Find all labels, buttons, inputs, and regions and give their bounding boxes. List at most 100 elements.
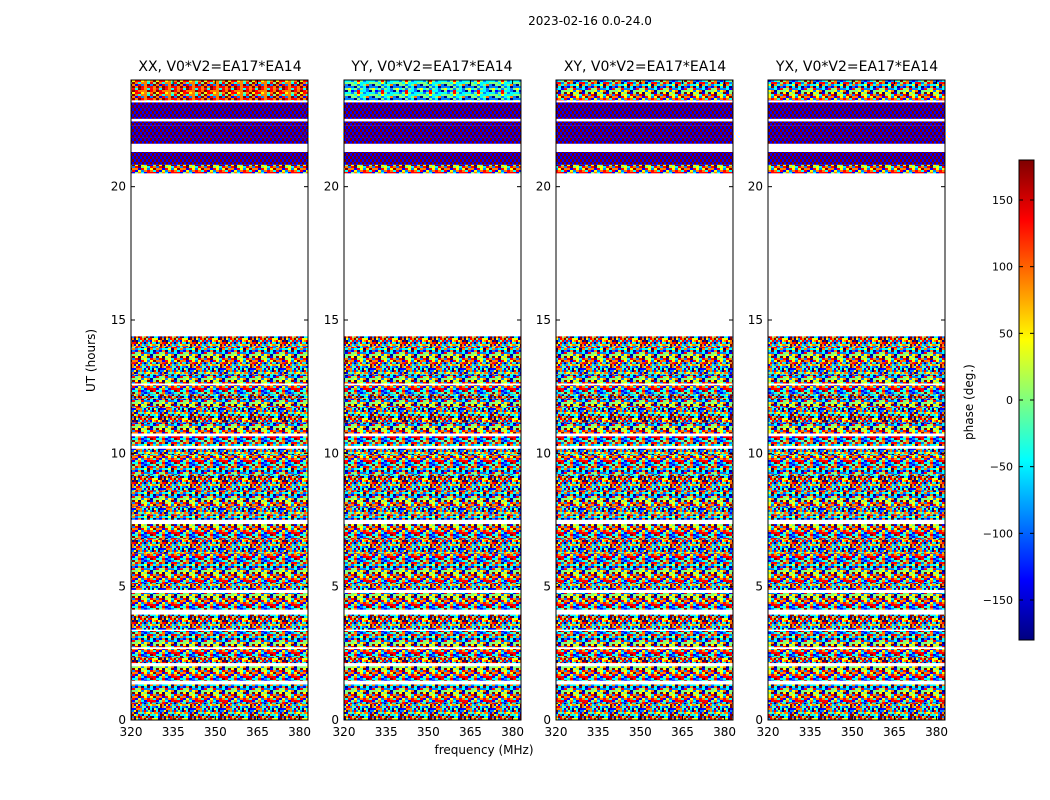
x-tick-label: 335 [162,725,185,739]
heatmap-band [344,502,521,507]
heatmap-band [556,336,733,347]
heatmap-band [344,592,521,603]
panel-title-xx: XX, V0*V2=EA17*EA14 [138,59,302,75]
heatmap-band [556,602,733,610]
heatmap-band [131,394,308,399]
axes-frame [555,79,734,721]
heatmap-band [768,602,945,610]
heatmap-band [131,582,308,590]
heatmap-band [556,407,733,423]
heatmap-band [556,422,733,434]
heatmap-band [131,649,308,658]
heatmap-band [131,88,308,101]
heatmap-band [131,490,308,503]
y-tick-label: 10 [536,446,551,460]
heatmap-band [768,490,945,503]
x-tick-label: 350 [417,725,440,739]
heatmap-band [344,631,521,648]
heatmap-band [344,346,521,352]
x-tick-label: 365 [671,725,694,739]
heatmap-band [556,553,733,569]
heatmap-band [344,436,521,446]
x-tick-label: 380 [925,725,948,739]
x-tick-label: 320 [120,725,143,739]
heatmap-band [344,407,521,423]
heatmap-band [768,524,945,540]
y-tick-label: 10 [324,446,339,460]
heatmap-band [556,398,733,403]
heatmap-band [556,402,733,408]
heatmap-band [556,490,733,503]
heatmap-band [768,398,945,403]
heatmap-band [768,336,945,347]
heatmap-band [344,506,521,515]
heatmap-band [556,164,733,174]
heatmap-band [556,524,733,540]
heatmap-band [344,121,521,126]
heatmap-band [768,402,945,408]
heatmap-band [131,422,308,434]
panel-title-xy: XY, V0*V2=EA17*EA14 [563,59,727,75]
x-axis-label: frequency (MHz) [434,743,534,757]
heatmap-band [131,448,308,456]
heatmap-band [556,88,733,101]
heatmap-band [768,502,945,507]
panel-3: 0 5 10 15 20 320 335 350 365 380 [748,79,948,739]
heatmap-band [768,164,945,174]
heatmap-band [768,568,945,583]
x-tick-label: 335 [375,725,398,739]
heatmap-band [768,614,945,630]
x-tick-label: 320 [757,725,780,739]
heatmap-band [131,568,308,583]
heatmap-band [131,702,308,720]
x-tick-label: 365 [246,725,269,739]
heatmap-band [556,666,733,681]
panel-2: 0 5 10 15 20 320 335 350 365 380 [536,79,736,739]
heatmap-band [131,374,308,384]
heatmap-band [344,474,521,491]
heatmap-band [131,398,308,403]
y-tick-label: 10 [111,446,126,460]
heatmap-band [131,346,308,352]
heatmap-band [131,436,308,446]
axes-frame [343,79,522,721]
y-tick-label: 10 [748,446,763,460]
heatmap-band [556,684,733,703]
heatmap-band [768,539,945,554]
x-tick-label: 380 [501,725,524,739]
heatmap-band [768,702,945,720]
heatmap-band [344,448,521,456]
heatmap-band [131,164,308,174]
y-tick-label: 15 [536,313,551,327]
heatmap-band [768,394,945,399]
heatmap-band [556,137,733,144]
heatmap-band [344,490,521,503]
heatmap-band [344,582,521,590]
heatmap-band [131,152,308,165]
heatmap-band [344,80,521,89]
heatmap-band [344,568,521,583]
heatmap-band [344,649,521,658]
heatmap-band [768,657,945,664]
heatmap-band [131,402,308,408]
y-tick-label: 0 [543,713,551,727]
colorbar: 150 100 50 0 −50 −100 −150 [983,159,1035,641]
colorbar-tick-label: −150 [983,594,1013,607]
heatmap-band [556,459,733,475]
heatmap-band [131,524,308,540]
y-tick-label: 5 [331,580,339,594]
heatmap-band [556,448,733,456]
x-tick-label: 365 [883,725,906,739]
heatmap-band [768,137,945,144]
heatmap-band [344,702,521,720]
heatmap-band [131,459,308,475]
heatmap-band [131,514,308,520]
heatmap-band [344,684,521,703]
heatmap-band [131,553,308,569]
y-tick-label: 20 [111,180,126,194]
heatmap-band [556,455,733,460]
heatmap-band [131,362,308,375]
heatmap-band [344,459,521,475]
heatmap-band [556,346,733,352]
